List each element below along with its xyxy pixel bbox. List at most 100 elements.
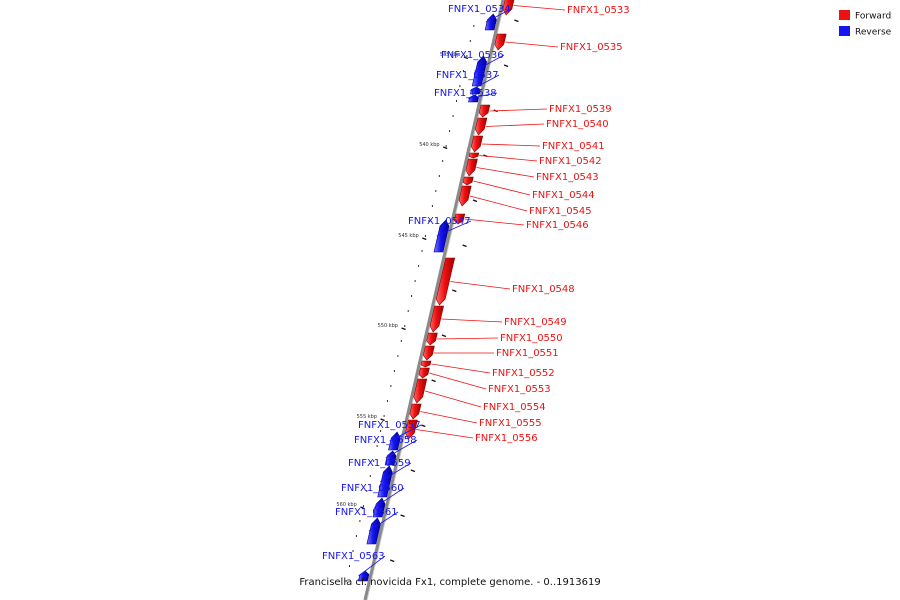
tick-mark-right — [389, 559, 395, 563]
gene-leader-fnfx1_0533 — [513, 5, 566, 11]
gene-label-fnfx1_0554[interactable]: FNFX1_0554 — [483, 402, 546, 413]
gene-glyph-fnfx1_0533[interactable] — [502, 0, 515, 16]
gene-label-fnfx1_0551[interactable]: FNFX1_0551 — [496, 348, 559, 359]
gene-glyph-fnfx1_0558[interactable] — [384, 450, 397, 466]
gene-glyph-fnfx1_0557[interactable] — [388, 431, 401, 451]
tick-minor — [397, 355, 399, 357]
gene-glyph-fnfx1_0545[interactable] — [458, 185, 472, 207]
gene-label-fnfx1_0559[interactable]: FNFX1_0559 — [348, 458, 411, 469]
gene-glyph-fnfx1_0549[interactable] — [429, 305, 444, 333]
tick-mark-right — [441, 334, 447, 338]
gene-label-fnfx1_0536[interactable]: FNFX1_0536 — [441, 50, 504, 61]
gene-label-fnfx1_0563[interactable]: FNFX1_0563 — [322, 551, 385, 562]
gene-glyph-fnfx1_0550[interactable] — [426, 332, 438, 346]
gene-glyph-fnfx1_0559[interactable] — [377, 465, 393, 498]
gene-leader-fnfx1_0558 — [385, 439, 418, 459]
tick-mark-right — [503, 64, 509, 68]
tick-mark-right — [421, 424, 426, 428]
gene-leader-fnfx1_0559 — [380, 462, 412, 482]
tick-mark-major — [401, 327, 406, 331]
gene-label-fnfx1_0541[interactable]: FNFX1_0541 — [542, 141, 605, 152]
tick-mark-right — [431, 379, 436, 383]
gene-label-fnfx1_0555[interactable]: FNFX1_0555 — [479, 418, 542, 429]
gene-glyph-fnfx1_0535[interactable] — [494, 33, 507, 51]
tick-minor — [400, 340, 402, 342]
ticks-layer: 535 kbp 540 kbp 545 kbp 550 kbp 555 kbp 560 k… — [336, 10, 519, 582]
gene-label-fnfx1_0543[interactable]: FNFX1_0543 — [536, 172, 599, 183]
gene-label-fnfx1_0556[interactable]: FNFX1_0556 — [475, 433, 538, 444]
gene-leader-fnfx1_0548 — [450, 281, 511, 290]
gene-leader-fnfx1_0549 — [441, 318, 503, 323]
gene-label-fnfx1_0557[interactable]: FNFX1_0557 — [358, 420, 421, 431]
gene-glyph-fnfx1_0536[interactable] — [471, 55, 488, 87]
gene-label-fnfx1_0538[interactable]: FNFX1_0538 — [434, 88, 497, 99]
gene-label-fnfx1_0550[interactable]: FNFX1_0550 — [500, 333, 563, 344]
tick-label: 535 kbp — [440, 52, 460, 58]
gene-glyph-fnfx1_0551[interactable] — [422, 345, 435, 361]
gene-label-fnfx1_0534[interactable]: FNFX1_0534 — [448, 4, 511, 15]
tick-minor — [407, 310, 409, 312]
tick-minor — [456, 100, 457, 102]
gene-glyph-fnfx1_0547[interactable] — [433, 219, 450, 253]
tick-mark-right — [400, 514, 405, 518]
tick-label: 545 kbp — [398, 233, 418, 239]
gene-label-fnfx1_0545[interactable]: FNFX1_0545 — [529, 206, 592, 217]
gene-label-fnfx1_0533[interactable]: FNFX1_0533 — [567, 5, 630, 16]
gene-glyph-fnfx1_0561[interactable] — [366, 517, 381, 545]
tick-minor — [355, 535, 357, 537]
gene-glyph-fnfx1_0541[interactable] — [470, 135, 484, 153]
gene-label-fnfx1_0535[interactable]: FNFX1_0535 — [560, 42, 623, 53]
gene-leader-fnfx1_0542 — [479, 155, 538, 162]
gene-glyph-fnfx1_0540[interactable] — [474, 117, 488, 136]
tick-minor — [390, 385, 392, 387]
tick-minor — [424, 235, 426, 237]
tick-minor — [449, 130, 451, 132]
gene-glyph-fnfx1_0553[interactable] — [418, 367, 430, 379]
gene-glyph-fnfx1_0555[interactable] — [409, 403, 422, 420]
tick-minor — [476, 10, 478, 12]
tick-mark-major — [463, 56, 469, 60]
tick-minor — [352, 550, 354, 552]
gene-label-fnfx1_0553[interactable]: FNFX1_0553 — [488, 384, 551, 395]
tick-minor — [411, 295, 413, 297]
gene-glyph-fnfx1_0543[interactable] — [465, 158, 478, 177]
gene-leader-fnfx1_0556 — [416, 429, 474, 439]
gene-label-fnfx1_0549[interactable]: FNFX1_0549 — [504, 317, 567, 328]
gene-label-fnfx1_0560[interactable]: FNFX1_0560 — [341, 483, 404, 494]
tick-label: 540 kbp — [419, 142, 439, 148]
gene-glyph-fnfx1_0548[interactable] — [435, 257, 456, 306]
gene-label-fnfx1_0547[interactable]: FNFX1_0547 — [408, 216, 471, 227]
tick-minor — [376, 445, 378, 447]
tick-mark-major — [422, 237, 427, 241]
gene-label-fnfx1_0542[interactable]: FNFX1_0542 — [539, 156, 602, 167]
tick-minor — [445, 145, 447, 147]
gene-label-fnfx1_0540[interactable]: FNFX1_0540 — [546, 119, 609, 130]
gene-leader-fnfx1_0554 — [424, 390, 482, 408]
tick-minor — [428, 220, 430, 222]
gene-glyph-fnfx1_0554[interactable] — [413, 378, 428, 404]
gene-glyph-fnfx1_0542[interactable] — [468, 152, 480, 159]
gene-glyph-fnfx1_0534[interactable] — [484, 13, 497, 31]
gene-glyph-fnfx1_0539[interactable] — [478, 104, 491, 118]
leaders-layer — [358, 5, 566, 577]
tick-mark-major — [380, 418, 385, 422]
gene-label-fnfx1_0537[interactable]: FNFX1_0537 — [436, 70, 499, 81]
gene-label-fnfx1_0546[interactable]: FNFX1_0546 — [526, 220, 589, 231]
gene-glyph-fnfx1_0546[interactable] — [453, 213, 466, 225]
gene-leader-fnfx1_0553 — [429, 372, 487, 390]
tick-minor — [442, 160, 444, 162]
gene-leader-fnfx1_0546 — [464, 218, 525, 226]
gene-glyph-fnfx1_0552[interactable] — [420, 360, 432, 368]
gene-label-fnfx1_0544[interactable]: FNFX1_0544 — [532, 190, 595, 201]
gene-label-fnfx1_0548[interactable]: FNFX1_0548 — [512, 284, 575, 295]
gene-label-fnfx1_0561[interactable]: FNFX1_0561 — [335, 507, 398, 518]
gene-label-fnfx1_0552[interactable]: FNFX1_0552 — [492, 368, 555, 379]
gene-leader-fnfx1_0543 — [476, 167, 535, 178]
tick-minor — [473, 25, 475, 27]
tick-minor — [418, 265, 420, 267]
gene-label-fnfx1_0539[interactable]: FNFX1_0539 — [549, 104, 612, 115]
gene-label-fnfx1_0558[interactable]: FNFX1_0558 — [354, 435, 417, 446]
tick-minor — [393, 370, 395, 372]
gene-glyph-fnfx1_0544[interactable] — [462, 176, 474, 186]
tick-minor — [369, 475, 371, 477]
